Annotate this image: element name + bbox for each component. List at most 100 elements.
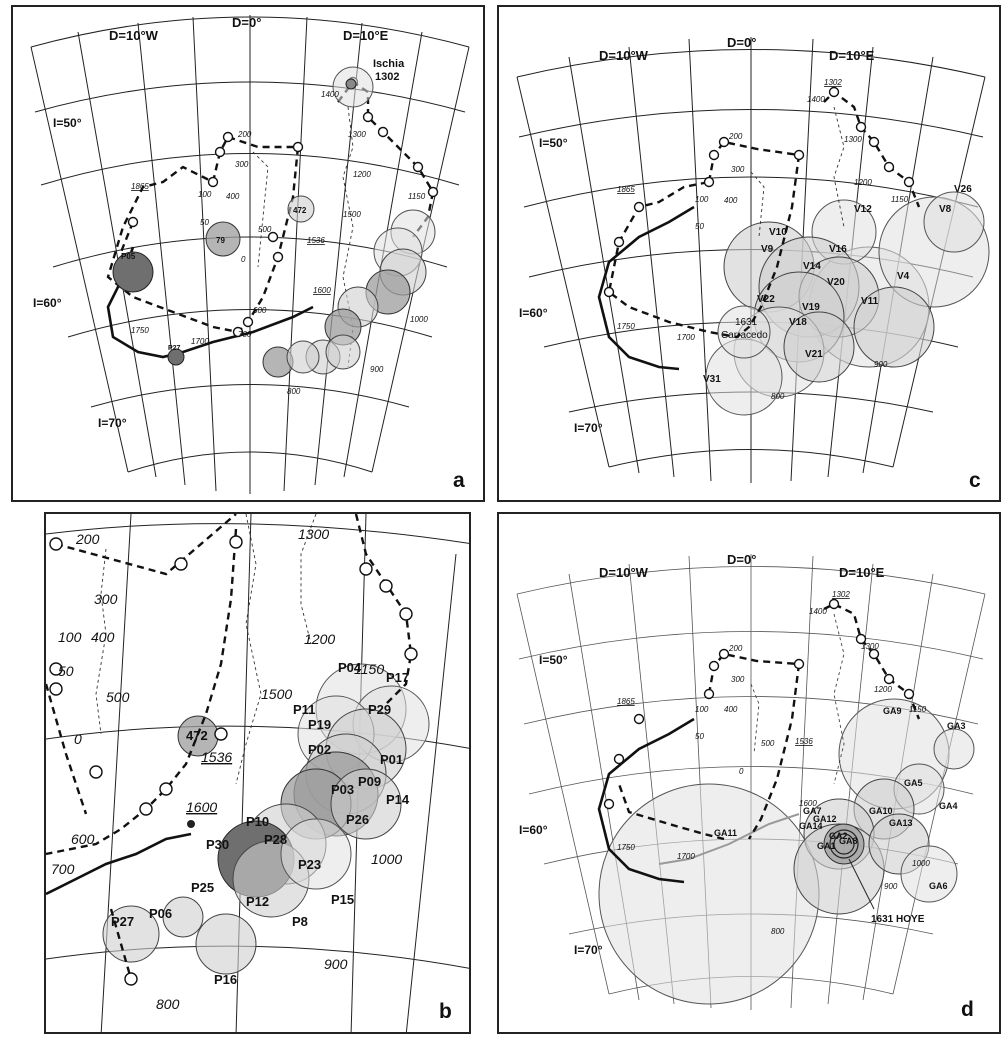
panel-letter-d: d bbox=[961, 998, 974, 1021]
label-472: 472 bbox=[186, 728, 208, 743]
panel-d-plot: D=10°W D=0° D=10°E I=50° I=60° I=70° 130… bbox=[516, 552, 986, 1010]
label-79: 79 bbox=[216, 236, 225, 245]
circle-label-p29: P29 bbox=[368, 702, 391, 717]
year-100: 100 bbox=[695, 705, 709, 714]
label-i70: I=70° bbox=[574, 943, 603, 957]
year-1150: 1150 bbox=[909, 705, 927, 714]
circle-label-v18: V18 bbox=[789, 317, 807, 328]
circle-label-p06: P06 bbox=[149, 906, 172, 921]
circle-label-p09: P09 bbox=[358, 774, 381, 789]
year-500: 500 bbox=[258, 225, 272, 234]
circle-label-p05: P05 bbox=[121, 252, 136, 261]
circle-label-p15: P15 bbox=[331, 892, 354, 907]
year-0: 0 bbox=[739, 767, 744, 776]
year-100: 100 bbox=[58, 629, 82, 645]
year-100: 100 bbox=[695, 195, 709, 204]
year-800: 800 bbox=[287, 387, 301, 396]
circle-label-v10: V10 bbox=[769, 227, 787, 238]
label-d-east: D=10°E bbox=[343, 28, 389, 43]
year-900: 900 bbox=[370, 365, 384, 374]
circle-label-p04: P04 bbox=[338, 660, 362, 675]
year-1000: 1000 bbox=[912, 859, 930, 868]
year-1150: 1150 bbox=[354, 661, 384, 677]
year-1865: 1865 bbox=[617, 185, 635, 194]
circle-label-ga1: GA1 bbox=[817, 841, 836, 851]
circle-label-ga14: GA14 bbox=[799, 821, 823, 831]
circle-label-p25: P25 bbox=[191, 880, 214, 895]
circle-label-v31: V31 bbox=[703, 374, 721, 385]
year-1536: 1536 bbox=[201, 749, 232, 765]
year-200: 200 bbox=[728, 644, 743, 653]
year-600: 600 bbox=[253, 306, 267, 315]
label-d-east: D=10°E bbox=[829, 48, 875, 63]
circle-label-ga8: GA8 bbox=[839, 836, 858, 846]
year-1536: 1536 bbox=[795, 737, 813, 746]
year-1400: 1400 bbox=[321, 90, 339, 99]
circle-label-v12: V12 bbox=[854, 204, 872, 215]
year-1750: 1750 bbox=[131, 326, 149, 335]
circles-d bbox=[598, 698, 975, 1005]
panel-b: 200 1300 300 1200 100 400 1150 50 472 50… bbox=[44, 512, 471, 1034]
circle-label-p23: P23 bbox=[298, 857, 321, 872]
panel-a-plot: D=10°W D=0° D=10°E I=50° I=60° I=70° Isc… bbox=[30, 15, 470, 494]
year-700: 700 bbox=[51, 861, 75, 877]
year-500: 500 bbox=[761, 739, 775, 748]
label-i70: I=70° bbox=[574, 421, 603, 435]
year-1200: 1200 bbox=[304, 631, 335, 647]
year-1400: 1400 bbox=[807, 95, 825, 104]
year-500: 500 bbox=[106, 689, 130, 705]
circle-label-p12: P12 bbox=[246, 894, 269, 909]
circles-a bbox=[112, 66, 436, 378]
year-0: 0 bbox=[74, 731, 82, 747]
year-200: 200 bbox=[237, 130, 252, 139]
circle-label-p02: P02 bbox=[308, 742, 331, 757]
label-i50: I=50° bbox=[53, 116, 82, 130]
circle-label-ga12: GA12 bbox=[813, 814, 837, 824]
year-1400: 1400 bbox=[809, 607, 827, 616]
label-d-west: D=10°W bbox=[599, 48, 649, 63]
nodes bbox=[603, 598, 915, 810]
year-1500: 1500 bbox=[261, 686, 292, 702]
year-900: 900 bbox=[884, 882, 898, 891]
circle-label-p11: P11 bbox=[293, 702, 315, 717]
circle-label-ga10: GA10 bbox=[869, 806, 893, 816]
nodes bbox=[49, 535, 418, 986]
label-i60: I=60° bbox=[33, 296, 62, 310]
year-400: 400 bbox=[226, 192, 240, 201]
carracedo-year: 1631 bbox=[735, 317, 758, 328]
year-1300: 1300 bbox=[844, 135, 862, 144]
year-800: 800 bbox=[771, 927, 785, 936]
year-300: 300 bbox=[731, 165, 745, 174]
circle-label-ga9: GA9 bbox=[883, 706, 902, 716]
year-300: 300 bbox=[235, 160, 249, 169]
circle-label-p10: P10 bbox=[246, 814, 269, 829]
panel-letter-b: b bbox=[439, 1000, 452, 1023]
year-400: 400 bbox=[724, 705, 738, 714]
year-1200: 1200 bbox=[353, 170, 371, 179]
year-300: 300 bbox=[731, 675, 745, 684]
circle-label-p17: P17 bbox=[386, 670, 409, 685]
circle-label-ga2: GA2 bbox=[829, 831, 848, 841]
year-1302: 1302 bbox=[832, 590, 850, 599]
year-1536: 1536 bbox=[307, 236, 325, 245]
circle-label-v19: V19 bbox=[802, 302, 820, 313]
circle-label-p27: P27 bbox=[168, 345, 181, 352]
year-1600: 1600 bbox=[313, 286, 331, 295]
circle-label-v14: V14 bbox=[803, 261, 821, 272]
circles-c bbox=[705, 191, 990, 416]
panel-b-plot: 200 1300 300 1200 100 400 1150 50 472 50… bbox=[46, 514, 469, 1032]
year-1500: 1500 bbox=[343, 210, 361, 219]
label-d-west: D=10°W bbox=[599, 565, 649, 580]
circle-label-ga7: GA7 bbox=[803, 806, 822, 816]
circle-label-p03: P03 bbox=[331, 782, 354, 797]
circle-label-ga13: GA13 bbox=[889, 818, 913, 828]
panel-c: D=10°W D=0° D=10°E I=50° I=60° I=70° 130… bbox=[497, 5, 1001, 502]
year-900: 900 bbox=[324, 956, 348, 972]
year-1700: 1700 bbox=[677, 333, 695, 342]
label-472: 472 bbox=[293, 206, 307, 215]
panel-c-plot: D=10°W D=0° D=10°E I=50° I=60° I=70° 130… bbox=[516, 35, 990, 483]
year-600: 600 bbox=[71, 831, 95, 847]
year-1865: 1865 bbox=[617, 697, 635, 706]
circle-label-ga4: GA4 bbox=[939, 801, 958, 811]
year-1865: 1865 bbox=[131, 182, 149, 191]
